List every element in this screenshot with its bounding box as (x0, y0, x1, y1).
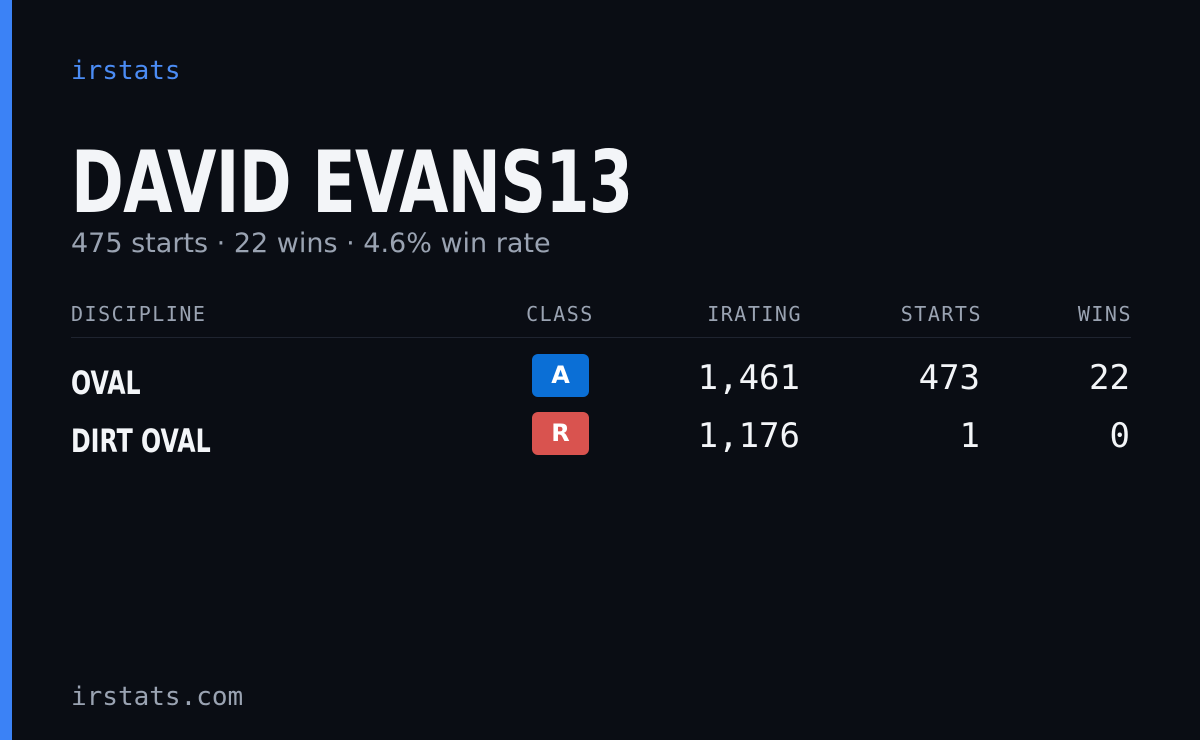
wins: 0 (1109, 416, 1130, 456)
player-name: DAVID EVANS13 (71, 133, 633, 233)
starts: 473 (918, 358, 980, 398)
header-rule (71, 337, 1131, 338)
column-header: IRATING (707, 302, 802, 326)
irating: 1,176 (697, 416, 800, 456)
discipline: OVAL (71, 364, 141, 402)
footer-url: irstats.com (71, 682, 244, 712)
irating: 1,461 (697, 358, 800, 398)
column-header: STARTS (900, 302, 982, 326)
wins: 22 (1089, 358, 1130, 398)
column-header: WINS (1077, 302, 1132, 326)
class-badge: R (532, 412, 589, 455)
brand: irstats (71, 56, 181, 86)
accent-bar (0, 0, 12, 740)
class-badge: A (532, 354, 589, 397)
summary: 475 starts · 22 wins · 4.6% win rate (71, 228, 551, 259)
discipline: DIRT OVAL (71, 422, 211, 460)
starts: 1 (959, 416, 980, 456)
column-header: DISCIPLINE (71, 302, 207, 326)
column-header: CLASS (526, 302, 594, 326)
